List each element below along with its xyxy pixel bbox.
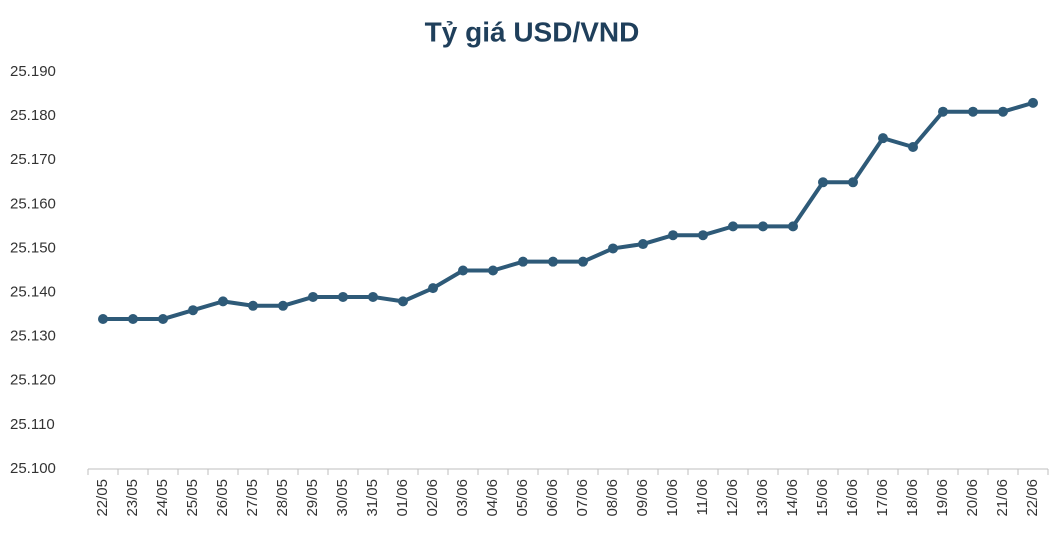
x-tick-label: 24/05	[154, 479, 171, 517]
point	[398, 296, 408, 307]
x-tick-label: 09/06	[634, 479, 651, 517]
x-tick-label: 20/06	[964, 479, 981, 517]
y-tick-label: 25.190	[10, 63, 56, 80]
point	[278, 300, 288, 311]
point	[128, 314, 138, 325]
x-tick-label: 01/06	[394, 479, 411, 517]
point	[848, 177, 858, 188]
x-tick-label: 22/05	[94, 479, 111, 517]
point	[908, 141, 918, 152]
point	[188, 305, 198, 316]
point	[248, 300, 258, 311]
point	[938, 106, 948, 117]
x-tick-label: 06/06	[544, 479, 561, 517]
point	[368, 291, 378, 302]
point	[668, 230, 678, 241]
y-tick-label: 25.170	[10, 151, 56, 168]
point	[518, 256, 528, 267]
x-tick-label: 25/05	[184, 479, 201, 517]
x-tick-label: 13/06	[754, 479, 771, 517]
x-tick-label: 21/06	[994, 479, 1011, 517]
point	[818, 177, 828, 188]
x-tick-label: 04/06	[484, 479, 501, 517]
y-tick-label: 25.130	[10, 328, 56, 345]
point	[98, 314, 108, 325]
x-tick-label: 19/06	[934, 479, 951, 517]
point	[968, 106, 978, 117]
point	[338, 291, 348, 302]
x-tick-label: 23/05	[124, 479, 141, 517]
x-tick-label: 29/05	[304, 479, 321, 517]
y-tick-label: 25.140	[10, 284, 56, 301]
point	[758, 221, 768, 232]
x-tick-label: 05/06	[514, 479, 531, 517]
point	[698, 230, 708, 241]
x-tick-label: 26/05	[214, 479, 231, 517]
x-tick-label: 11/06	[694, 479, 711, 515]
y-tick-label: 25.120	[10, 372, 56, 389]
y-tick-label: 25.110	[10, 416, 55, 433]
x-tick-label: 10/06	[664, 479, 681, 517]
point	[578, 256, 588, 267]
x-tick-label: 18/06	[904, 479, 921, 517]
y-tick-label: 25.180	[10, 107, 56, 124]
x-tick-label: 15/06	[814, 479, 831, 517]
x-tick-label: 22/06	[1024, 479, 1041, 517]
x-tick-label: 12/06	[724, 479, 741, 517]
point	[548, 256, 558, 267]
x-tick-label: 14/06	[784, 479, 801, 517]
x-tick-label: 07/06	[574, 479, 591, 517]
x-tick-label: 02/06	[424, 479, 441, 517]
point	[158, 314, 168, 325]
point	[488, 265, 498, 276]
point	[728, 221, 738, 232]
point	[308, 291, 318, 302]
line	[103, 100, 1034, 322]
x-tick-label: 28/05	[274, 479, 291, 517]
x-tick-label: 03/06	[454, 479, 471, 517]
point	[998, 106, 1008, 117]
x-tick-label: 30/05	[334, 479, 351, 517]
point	[878, 133, 888, 144]
point	[1028, 97, 1038, 108]
x-tick-label: 08/06	[604, 479, 621, 517]
y-tick-label: 25.100	[10, 460, 56, 477]
point	[218, 296, 228, 307]
chart-title: Tỷ giá USD/VND	[425, 16, 640, 47]
point	[428, 283, 438, 294]
x-tick-label: 17/06	[874, 479, 891, 517]
point	[608, 243, 618, 254]
y-tick-label: 25.160	[10, 195, 56, 212]
x-tick-label: 16/06	[844, 479, 861, 517]
point	[788, 221, 798, 232]
x-tick-label: 31/05	[364, 479, 381, 517]
x-tick-label: 27/05	[244, 479, 261, 517]
y-tick-label: 25.150	[10, 239, 56, 256]
point	[638, 239, 648, 250]
point	[458, 265, 468, 276]
